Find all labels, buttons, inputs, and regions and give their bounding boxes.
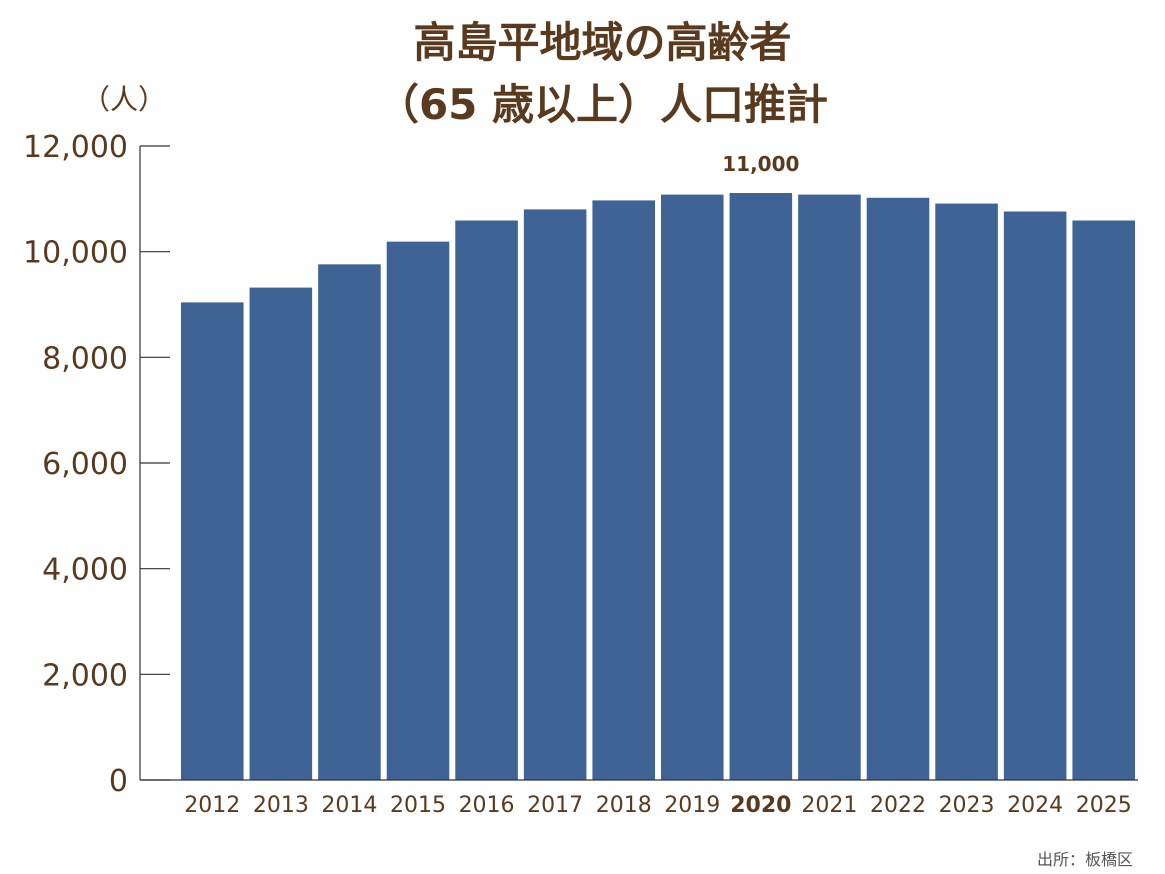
data-label-highlight: 11,000 (722, 152, 799, 176)
bar-2017 (523, 209, 587, 780)
x-tick-label: 2017 (527, 793, 583, 818)
x-tick-label: 2013 (253, 793, 309, 818)
bar-2016 (455, 220, 518, 780)
x-tick-label: 2020 (730, 793, 791, 818)
x-tick-label: 2014 (321, 793, 377, 818)
y-tick-label: 12,000 (23, 130, 128, 165)
bar-2023 (935, 203, 998, 781)
bar-2013 (249, 287, 313, 780)
y-tick-label: 10,000 (23, 236, 128, 271)
data-labels: 11,000 (722, 152, 799, 176)
source-note: 出所：板橋区 (1036, 850, 1133, 869)
y-tick-label: 2,000 (42, 658, 128, 693)
bar-2022 (866, 197, 930, 780)
x-tick-label: 2022 (870, 793, 926, 818)
y-axis: 0 2,000 4,000 6,000 8,000 10,000 12,000 (23, 130, 170, 799)
chart-title-line-1: 高島平地域の高齢者 (413, 18, 792, 67)
bar-2020 (729, 193, 793, 780)
x-tick-label: 2024 (1007, 793, 1063, 818)
y-tick-label: 0 (109, 764, 128, 799)
x-axis: 2012 2013 2014 2015 2016 2017 2018 2019 2020 2021… (140, 779, 1138, 818)
x-tick-label: 2025 (1076, 793, 1132, 818)
x-tick-label: 2023 (939, 793, 995, 818)
x-tick-label: 2021 (801, 793, 857, 818)
x-tick-label: 2015 (390, 793, 446, 818)
bar-2021 (798, 194, 861, 780)
bar-series (181, 193, 1135, 781)
bar-2019 (661, 194, 724, 780)
bar-2018 (592, 200, 655, 780)
y-tick-label: 8,000 (42, 341, 128, 376)
bar-2024 (1003, 211, 1067, 781)
bar-2014 (318, 264, 381, 780)
y-tick-label: 4,000 (42, 553, 128, 588)
bar-2012 (181, 302, 244, 780)
y-tick-label: 6,000 (42, 447, 128, 482)
x-tick-label: 2012 (184, 793, 240, 818)
y-axis-unit: （人） (82, 83, 167, 116)
bar-2015 (386, 241, 450, 781)
x-tick-label: 2016 (459, 793, 515, 818)
x-tick-label: 2018 (596, 793, 652, 818)
bar-2025 (1072, 220, 1135, 780)
x-tick-label: 2019 (664, 793, 720, 818)
chart-title-line-2: （65 歳以上）人口推計 (376, 80, 829, 129)
